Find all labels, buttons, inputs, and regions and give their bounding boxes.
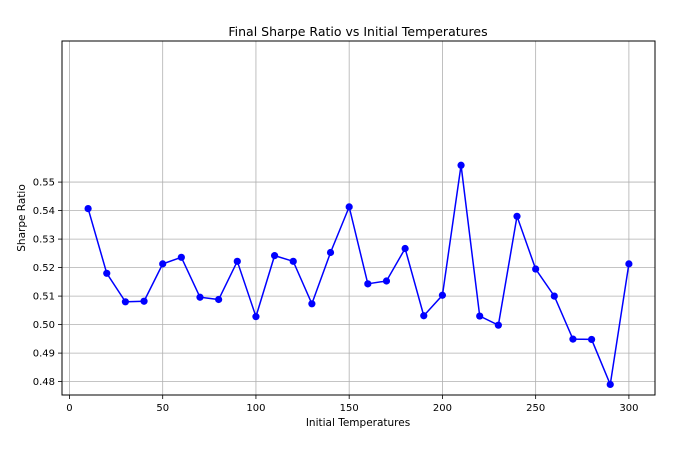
data-point — [84, 204, 92, 213]
y-tick-label: 0.50 — [33, 320, 55, 331]
data-point — [326, 248, 335, 257]
x-tick-label: 50 — [156, 403, 169, 414]
data-point — [215, 295, 223, 304]
data-point — [270, 252, 279, 260]
series-line — [87, 165, 630, 388]
data-point — [476, 312, 484, 320]
data-point — [401, 244, 409, 253]
plot-area-frame — [61, 40, 656, 396]
data-point — [345, 203, 353, 211]
x-tick-label: 0 — [66, 403, 72, 414]
data-point — [625, 260, 633, 268]
chart-title: Final Sharpe Ratio vs Initial Temperatur… — [228, 24, 487, 39]
data-point — [550, 292, 558, 300]
data-point — [177, 253, 185, 261]
y-tick-label: 0.54 — [33, 206, 55, 217]
data-point — [140, 297, 148, 305]
data-point — [289, 257, 297, 265]
x-tick-label: 100 — [246, 403, 265, 414]
data-point — [252, 313, 260, 321]
data-point — [103, 269, 111, 277]
x-tick-label: 200 — [433, 403, 452, 414]
data-point — [494, 321, 502, 329]
data-point — [364, 280, 372, 288]
data-point — [121, 298, 130, 306]
data-point — [457, 161, 465, 169]
x-tick-label: 300 — [619, 403, 638, 414]
data-point — [532, 265, 540, 273]
y-tick-label: 0.51 — [33, 292, 55, 303]
y-tick-label: 0.55 — [33, 178, 55, 189]
x-tick-label: 150 — [340, 403, 359, 414]
y-tick-label: 0.53 — [33, 235, 55, 246]
data-point — [233, 257, 241, 265]
data-point — [513, 212, 521, 220]
y-axis-ticks: 0.48 0.49 0.50 0.51 0.52 0.53 0.54 0.55 — [33, 178, 62, 388]
y-axis-title: Sharpe Ratio — [16, 184, 28, 252]
series-layer — [84, 161, 633, 389]
x-axis-ticks: 0 50 100 150 200 250 300 — [66, 395, 638, 414]
data-point — [382, 277, 391, 285]
data-point — [308, 300, 316, 308]
y-tick-label: 0.48 — [33, 377, 55, 388]
data-point — [438, 291, 447, 299]
y-tick-label: 0.49 — [33, 349, 55, 360]
data-point — [420, 312, 428, 320]
data-point — [196, 293, 204, 301]
data-point — [606, 380, 614, 389]
x-tick-label: 250 — [526, 403, 545, 414]
grid-lines — [62, 41, 655, 395]
data-point — [569, 335, 577, 343]
data-point — [587, 335, 596, 344]
x-axis-title: Initial Temperatures — [306, 417, 410, 429]
y-tick-label: 0.52 — [33, 263, 55, 274]
data-point — [159, 260, 167, 268]
